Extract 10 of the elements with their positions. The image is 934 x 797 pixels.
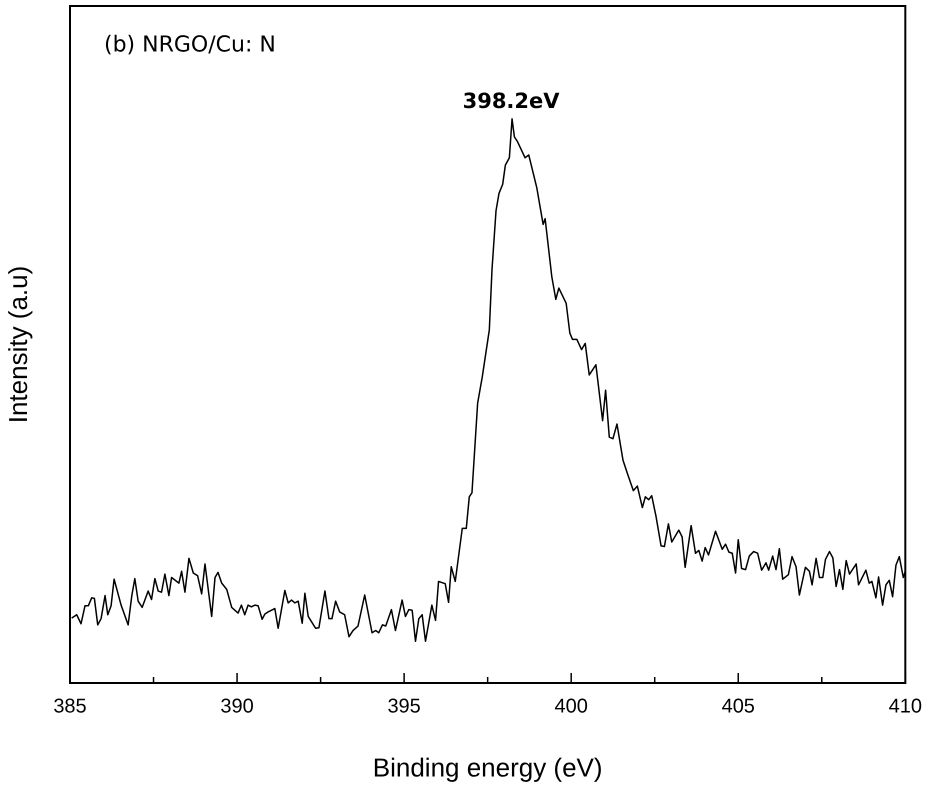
x-tick-label: 410 [888,696,922,718]
x-tick-label: 405 [722,696,755,718]
x-tick-label: 395 [387,696,421,718]
x-axis-title: Binding energy (eV) [372,752,603,783]
x-tick-label: 400 [554,696,588,718]
y-axis-title: Intensity (a.u) [2,266,33,424]
text: (b) NRGO/Cu: N [104,32,276,58]
x-tick-label: 385 [53,696,87,718]
x-tick-label: 390 [220,696,254,718]
annotation: 398.2eV [462,88,560,113]
